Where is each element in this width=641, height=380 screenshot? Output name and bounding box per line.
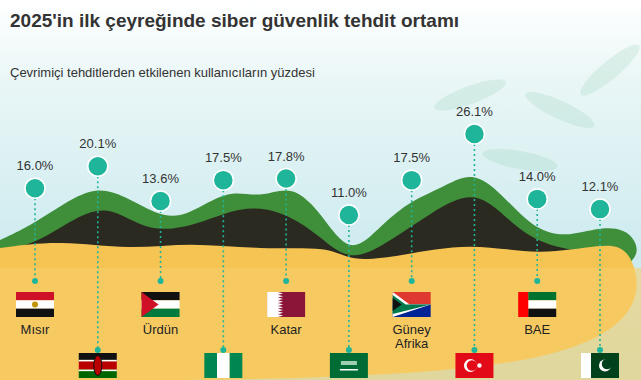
flag — [393, 292, 431, 317]
data-label: 26.1% — [456, 104, 493, 119]
stem — [348, 215, 350, 350]
flag — [142, 292, 180, 317]
dot — [151, 191, 171, 211]
flag-part — [528, 300, 556, 308]
flag-part — [518, 292, 528, 317]
stem — [536, 199, 538, 281]
flag-part — [464, 359, 477, 372]
stem-end — [471, 347, 477, 353]
background — [0, 0, 641, 380]
flag-part — [16, 292, 54, 300]
sand-light — [0, 268, 641, 380]
stem-end — [95, 347, 101, 353]
flag — [204, 353, 242, 378]
title: 2025'in ilk çeyreğinde siber güvenlik te… — [10, 10, 459, 31]
data-label: 11.0% — [331, 185, 367, 200]
flag-part — [230, 353, 243, 378]
flag-part — [581, 353, 619, 378]
category-label: Ürdün — [143, 322, 178, 337]
stem-end — [158, 278, 164, 284]
category-label: Mısır — [21, 322, 51, 337]
data-label: 17.8% — [268, 149, 305, 164]
flag-part — [393, 298, 402, 311]
stem-end — [220, 347, 226, 353]
subtitle: Çevrimiçi tehditlerden etkilenen kullanı… — [10, 65, 315, 80]
chart: 2025'in ilk çeyreğinde siber güvenlik te… — [0, 0, 641, 380]
stem — [160, 201, 162, 281]
stem-end — [346, 347, 352, 353]
category-label: Katar — [271, 322, 303, 337]
stem-end — [409, 278, 415, 284]
stem — [599, 209, 601, 350]
stem-end — [534, 278, 540, 284]
dot — [88, 156, 108, 176]
data-label: 16.0% — [17, 158, 54, 173]
flag — [581, 353, 619, 378]
flag-part — [16, 309, 54, 317]
flag — [518, 292, 556, 317]
dot — [276, 169, 296, 189]
dot — [25, 178, 45, 198]
flag-part — [528, 309, 556, 317]
dot — [464, 124, 484, 144]
category-label: GüneyAfrika — [393, 322, 432, 351]
flag-part — [581, 353, 591, 378]
flag-part — [477, 363, 481, 367]
flag-part — [455, 353, 493, 378]
dot — [527, 189, 547, 209]
stem — [34, 188, 36, 281]
data-label: 20.1% — [79, 136, 116, 151]
flag-part — [278, 292, 283, 317]
flag-part — [528, 292, 556, 300]
dot — [590, 199, 610, 219]
stem — [285, 179, 287, 281]
data-label: 13.6% — [142, 171, 179, 186]
leaves — [431, 39, 641, 176]
leaf — [575, 39, 641, 102]
data-label: 14.0% — [519, 169, 556, 184]
flag-part — [393, 295, 431, 314]
data-label: 17.5% — [205, 150, 242, 165]
flag-part — [217, 353, 230, 378]
flag-part — [467, 360, 477, 370]
stem — [97, 166, 99, 350]
dot — [339, 205, 359, 225]
flag-part — [94, 356, 102, 376]
flag — [267, 292, 305, 317]
dot — [213, 170, 233, 190]
flag-part — [330, 353, 368, 378]
stem — [474, 134, 476, 350]
stem — [223, 180, 225, 350]
stem-end — [283, 278, 289, 284]
flag — [79, 353, 117, 378]
stem — [411, 180, 413, 281]
flag-part — [267, 292, 278, 317]
stem-end — [32, 278, 38, 284]
category-label: BAE — [524, 322, 550, 337]
flag — [330, 353, 368, 378]
flag-part — [32, 302, 38, 308]
flag-part — [142, 292, 159, 317]
flag — [455, 353, 493, 378]
data-label: 17.5% — [393, 150, 430, 165]
flag-part — [204, 353, 217, 378]
stem-end — [597, 347, 603, 353]
flag-part — [16, 300, 54, 308]
plot — [25, 124, 610, 353]
flag-part — [602, 359, 612, 369]
flag-part — [267, 292, 305, 317]
data-label: 12.1% — [582, 179, 619, 194]
flag-part — [341, 361, 357, 365]
flag-part — [340, 369, 358, 371]
dot — [402, 170, 422, 190]
flag-part — [393, 292, 431, 317]
flag — [16, 292, 54, 317]
